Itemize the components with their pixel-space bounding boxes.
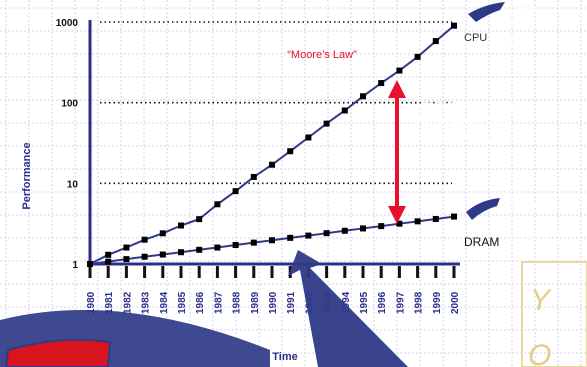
moores-law-label: “Moore’s Law” (287, 49, 357, 61)
point-cpu-1981 (105, 251, 112, 258)
point-dram-1989 (250, 239, 257, 246)
point-dram-1997 (396, 220, 403, 227)
point-cpu-1982 (123, 244, 130, 251)
point-cpu-1985 (178, 222, 184, 229)
cpu-pointer-arrow (468, 2, 505, 22)
x-tick-labels: 1980 1981 1982 1983 1984 1985 1986 1987 1988 1989… (86, 266, 461, 314)
point-cpu-1992 (305, 134, 312, 141)
letter-panel (521, 261, 587, 367)
point-cpu-1989 (250, 173, 257, 180)
x-tick-1995: 1995 (359, 291, 370, 314)
decor-swoosh-red (4, 338, 112, 367)
x-tick-1996: 1996 (377, 291, 388, 314)
svg-text:µProc: µProc (510, 3, 539, 15)
svg-text:Processor-Memory: Processor-Memory (416, 99, 517, 111)
svg-text:(2X/10 yrs): (2X/10 yrs) (506, 231, 560, 243)
point-dram-2000 (451, 213, 457, 220)
x-tick-1985: 1985 (177, 291, 188, 314)
point-dram-1988 (232, 242, 239, 249)
x-tick-2000: 2000 (450, 291, 461, 314)
point-dram-1987 (214, 244, 221, 251)
x-axis-label: Time (272, 351, 297, 363)
point-dram-1985 (178, 249, 184, 256)
point-cpu-1995 (360, 93, 366, 100)
x-tick-1994: 1994 (341, 291, 352, 314)
gap-arrow (388, 80, 406, 224)
y-tick-1000: 1000 (56, 18, 79, 29)
point-dram-1992 (305, 232, 312, 239)
point-cpu-1988 (232, 188, 239, 195)
point-dram-1993 (323, 230, 330, 237)
point-dram-1995 (360, 225, 366, 232)
point-dram-1999 (432, 216, 439, 223)
x-tick-1981: 1981 (104, 291, 115, 314)
point-cpu-1986 (196, 216, 203, 223)
point-dram-1982 (123, 256, 130, 263)
point-cpu-1991 (287, 148, 294, 155)
x-tick-1982: 1982 (122, 291, 133, 314)
dram-pointer-arrow (466, 198, 500, 220)
x-tick-1990: 1990 (268, 291, 279, 314)
point-dram-1980 (87, 261, 93, 267)
gap-text: Processor-Memory Performance Gap: (grows… (416, 99, 517, 143)
point-dram-1998 (414, 218, 421, 225)
series-line-cpu (89, 24, 455, 265)
x-tick-1986: 1986 (195, 291, 206, 314)
point-cpu-1999 (432, 38, 439, 45)
point-cpu-1987 (214, 201, 221, 208)
svg-text:(2X/1.5yr): (2X/1.5yr) (510, 35, 558, 47)
x-tick-1984: 1984 (159, 291, 170, 314)
x-tick-1983: 1983 (141, 291, 152, 314)
letter-o: O (528, 339, 551, 367)
y-tick-1: 1 (72, 260, 78, 271)
cpu-series-label: CPU (464, 32, 487, 44)
svg-text:(grows 50% / year): (grows 50% / year) (416, 131, 513, 143)
point-dram-1984 (159, 251, 166, 258)
point-dram-1990 (269, 237, 275, 244)
point-cpu-1993 (323, 120, 330, 127)
point-dram-1986 (196, 246, 203, 253)
point-dram-1981 (105, 258, 112, 265)
point-cpu-1998 (414, 53, 421, 60)
point-cpu-1984 (159, 230, 166, 237)
series-layer (87, 22, 457, 267)
svg-text:DRAM: DRAM (506, 199, 538, 211)
dram-rate-text: DRAM 9%/yr. (2X/10 yrs) (506, 199, 560, 243)
point-cpu-2000 (451, 22, 457, 29)
point-dram-1996 (378, 223, 385, 230)
x-tick-1997: 1997 (395, 291, 406, 314)
x-tick-1980: 1980 (86, 291, 97, 314)
y-axis-label: Performance (21, 142, 33, 209)
letter-y: Y (530, 284, 552, 317)
point-dram-1991 (287, 234, 294, 241)
point-cpu-1996 (378, 80, 385, 87)
svg-text:9%/yr.: 9%/yr. (506, 215, 537, 227)
x-tick-1987: 1987 (213, 291, 224, 314)
x-tick-1991: 1991 (286, 291, 297, 314)
time-pointer-arrow (288, 250, 408, 367)
x-tick-1999: 1999 (432, 291, 443, 314)
x-tick-1998: 1998 (414, 291, 425, 314)
svg-text:Performance Gap:: Performance Gap: (416, 115, 511, 127)
x-tick-1988: 1988 (232, 291, 243, 314)
svg-text:60%/yr.: 60%/yr. (510, 19, 547, 31)
x-tick-1989: 1989 (250, 291, 261, 314)
point-dram-1983 (141, 253, 148, 260)
point-cpu-1990 (269, 161, 275, 168)
point-cpu-1983 (141, 236, 148, 243)
y-tick-labels: 1 10 100 1000 (56, 18, 79, 271)
horizontal-gridlines (100, 21, 452, 185)
dram-series-label: DRAM (464, 235, 499, 249)
y-tick-10: 10 (67, 179, 79, 190)
point-cpu-1994 (341, 107, 348, 114)
cpu-rate-text: µProc 60%/yr. (2X/1.5yr) (510, 3, 558, 47)
y-tick-100: 100 (61, 99, 78, 110)
point-cpu-1997 (396, 67, 403, 74)
point-dram-1994 (341, 227, 348, 234)
